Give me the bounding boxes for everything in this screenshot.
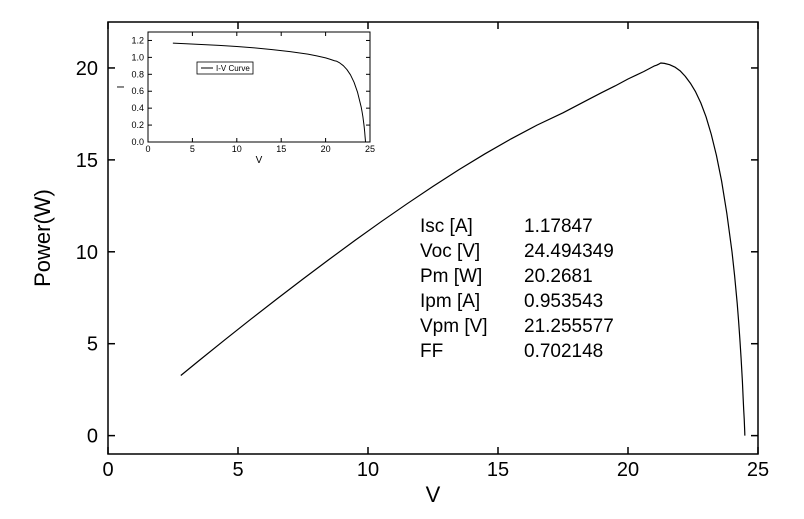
param-value: 21.255577 <box>524 316 614 337</box>
main-chart-xlabel: V <box>426 482 441 507</box>
inset-chart-xtick-label: 15 <box>276 144 286 154</box>
inset-chart-ytick-label: 0.8 <box>131 69 144 79</box>
main-chart-ytick-label: 0 <box>87 426 98 448</box>
main-chart-ytick-label: 20 <box>76 58 98 80</box>
main-chart-xtick-label: 0 <box>102 459 113 481</box>
inset-legend-label: I-V Curve <box>216 64 250 73</box>
main-chart-xtick-label: 10 <box>357 459 379 481</box>
inset-chart-xtick-label: 5 <box>190 144 195 154</box>
main-chart-xtick-label: 5 <box>232 459 243 481</box>
main-chart-ytick-label: 10 <box>76 242 98 264</box>
figure-svg: 0 5 10 15 20 25 0 5 10 15 20 V Power(W) 0 5 10 15 20 25 0.0… <box>0 0 804 519</box>
param-value: 1.17847 <box>524 216 593 237</box>
main-chart-xtick-label: 15 <box>487 459 509 481</box>
param-label: Voc [V] <box>420 241 480 262</box>
param-label: Vpm [V] <box>420 316 488 337</box>
inset-chart-xtick-label: 20 <box>321 144 331 154</box>
inset-chart-xtick-label: 0 <box>145 144 150 154</box>
main-chart-xtick-label: 20 <box>617 459 639 481</box>
param-value: 0.953543 <box>524 291 603 312</box>
inset-chart-ytick-label: 1.2 <box>131 35 144 45</box>
param-label: Pm [W] <box>420 266 482 287</box>
inset-chart-xlabel: V <box>256 155 263 166</box>
inset-chart-xtick-label: 10 <box>232 144 242 154</box>
param-label: Isc [A] <box>420 216 473 237</box>
main-chart-ytick-label: 15 <box>76 150 98 172</box>
param-value: 0.702148 <box>524 341 603 362</box>
main-chart-ylabel: Power(W) <box>30 189 55 287</box>
inset-chart-ytick-label: 1.0 <box>131 52 144 62</box>
param-value: 20.2681 <box>524 266 593 287</box>
param-value: 24.494349 <box>524 241 614 262</box>
inset-chart-ytick-label: 0.2 <box>131 120 144 130</box>
param-label: FF <box>420 341 443 362</box>
figure-root: 0 5 10 15 20 25 0 5 10 15 20 V Power(W) 0 5 10 15 20 25 0.0… <box>0 0 804 519</box>
inset-chart-xtick-label: 25 <box>365 144 375 154</box>
inset-chart-ytick-label: 0.4 <box>131 103 144 113</box>
inset-chart-ytick-label: 0.6 <box>131 86 144 96</box>
main-chart-xtick-label: 25 <box>747 459 769 481</box>
inset-chart-ytick-label: 0.0 <box>131 137 144 147</box>
inset-chart-ylabel: I <box>116 86 127 89</box>
param-label: Ipm [A] <box>420 291 480 312</box>
main-chart-ytick-label: 5 <box>87 334 98 356</box>
